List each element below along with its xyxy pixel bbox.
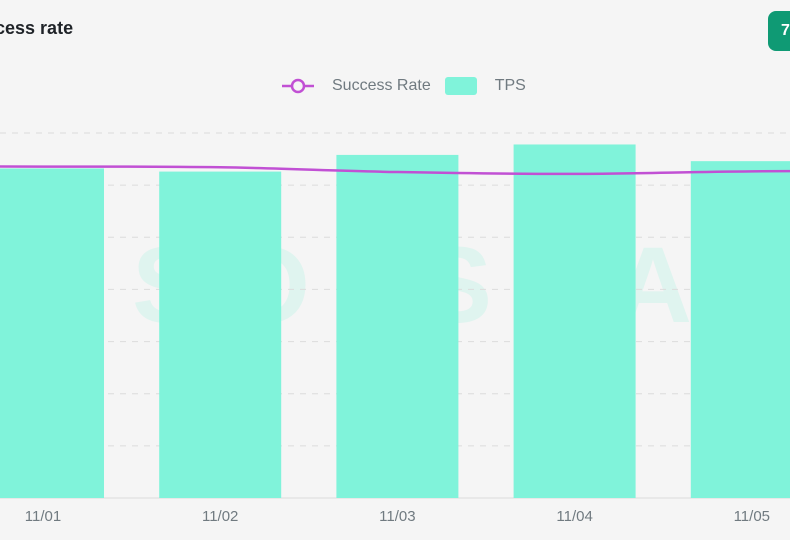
legend-item-success-rate[interactable]: Success Rate <box>282 77 431 95</box>
bar-11-01 <box>0 168 104 498</box>
x-tick-label: 11/02 <box>202 508 238 525</box>
bar-11-03 <box>336 154 459 498</box>
success-rate-line <box>0 165 790 176</box>
chart-legend: Success Rate TPS <box>282 74 526 98</box>
legend-item-tps[interactable]: TPS <box>431 77 526 95</box>
value-badge[interactable]: 7 <box>768 11 790 51</box>
chart-title: Success rate <box>0 18 74 38</box>
legend-label-success-rate: Success Rate <box>332 77 431 94</box>
x-tick-label: 11/01 <box>25 508 61 525</box>
x-tick-label: 11/04 <box>556 508 592 525</box>
x-tick-label: 11/03 <box>379 508 415 525</box>
x-tick-label: 11/05 <box>734 508 770 525</box>
bar-11-02 <box>159 171 282 499</box>
bar-swatch-icon <box>444 77 477 95</box>
legend-label-tps: TPS <box>494 77 526 94</box>
bar-11-05 <box>690 161 790 498</box>
bar-11-04 <box>513 144 636 498</box>
line-marker-icon <box>282 78 314 94</box>
